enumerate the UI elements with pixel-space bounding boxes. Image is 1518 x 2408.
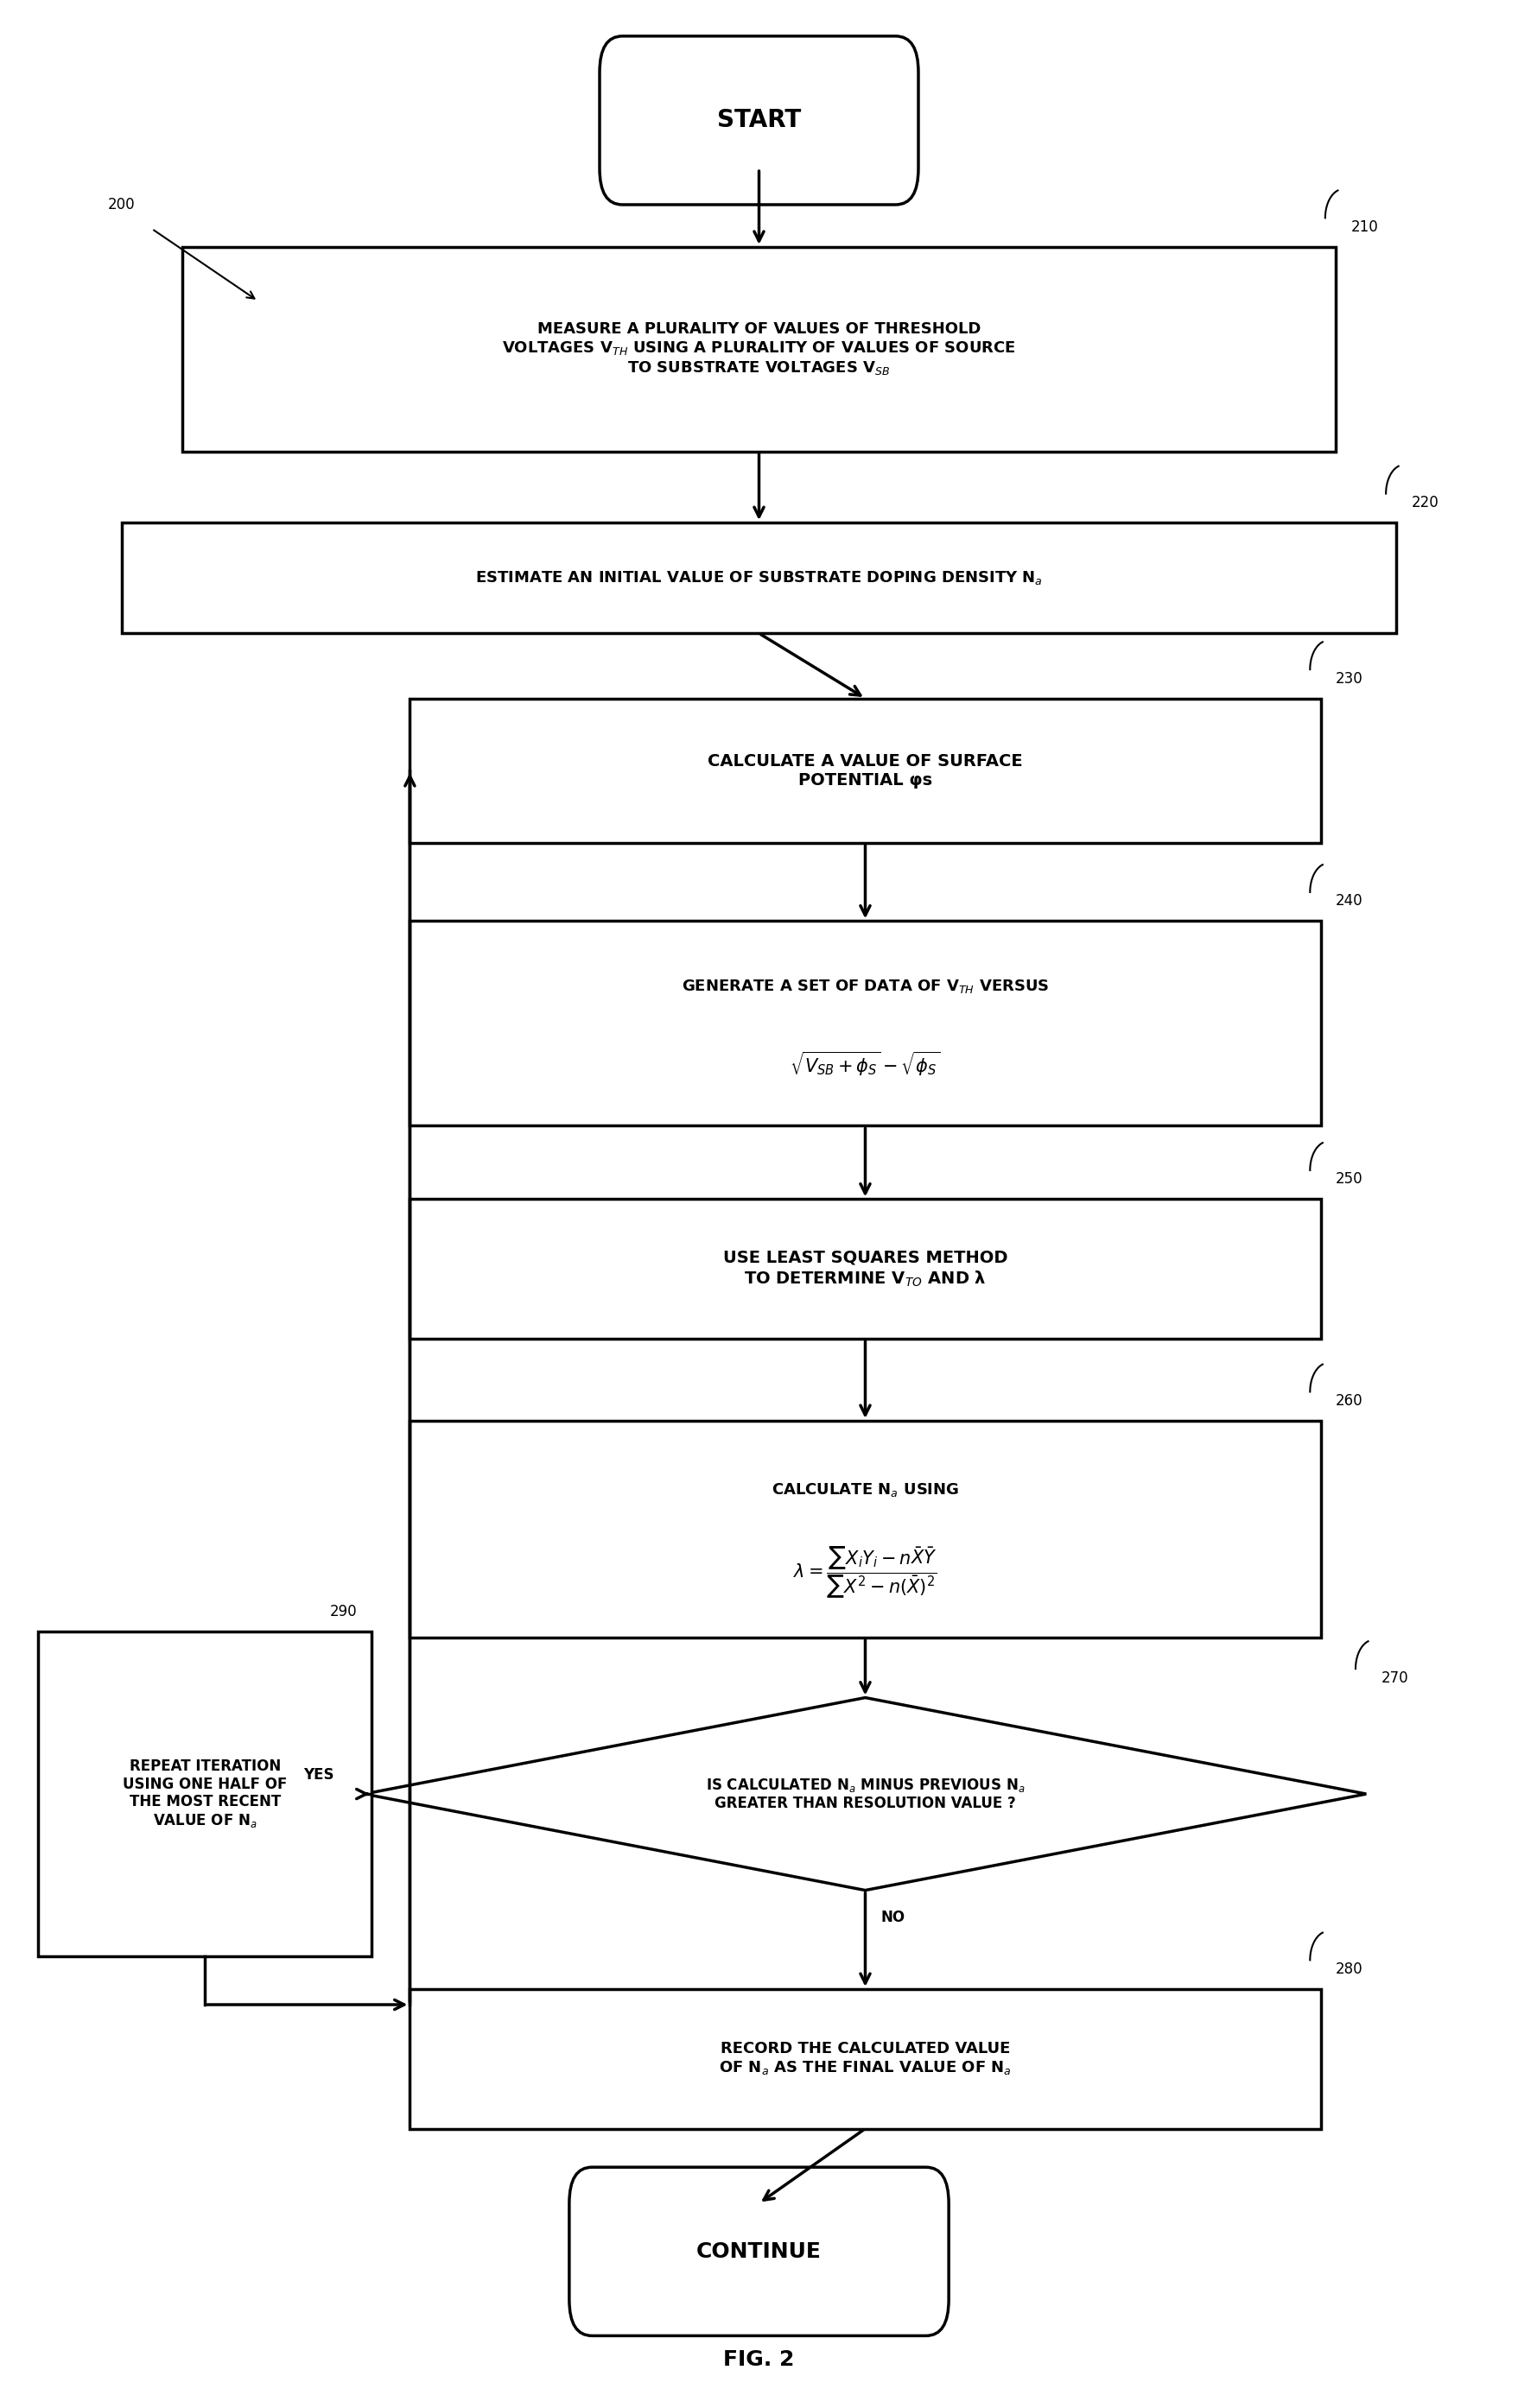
Text: 220: 220 — [1412, 496, 1439, 510]
Text: 250: 250 — [1336, 1173, 1363, 1187]
Text: START: START — [716, 108, 802, 132]
Text: NO: NO — [880, 1910, 905, 1924]
Text: CALCULATE A VALUE OF SURFACE
POTENTIAL φs: CALCULATE A VALUE OF SURFACE POTENTIAL φ… — [707, 754, 1023, 787]
Text: ESTIMATE AN INITIAL VALUE OF SUBSTRATE DOPING DENSITY N$_a$: ESTIMATE AN INITIAL VALUE OF SUBSTRATE D… — [475, 568, 1043, 588]
Text: 260: 260 — [1336, 1394, 1363, 1409]
Text: 200: 200 — [108, 197, 135, 212]
Text: 280: 280 — [1336, 1963, 1363, 1977]
Text: 290: 290 — [329, 1604, 357, 1618]
Text: CALCULATE N$_a$ USING: CALCULATE N$_a$ USING — [771, 1481, 959, 1498]
Bar — [182, 248, 1336, 453]
Text: YES: YES — [304, 1767, 334, 1782]
Text: REPEAT ITERATION
USING ONE HALF OF
THE MOST RECENT
VALUE OF N$_a$: REPEAT ITERATION USING ONE HALF OF THE M… — [123, 1758, 287, 1830]
Text: RECORD THE CALCULATED VALUE
OF N$_a$ AS THE FINAL VALUE OF N$_a$: RECORD THE CALCULATED VALUE OF N$_a$ AS … — [720, 2042, 1011, 2076]
Text: USE LEAST SQUARES METHOD
TO DETERMINE V$_{TO}$ AND λ: USE LEAST SQUARES METHOD TO DETERMINE V$… — [723, 1250, 1008, 1288]
Text: MEASURE A PLURALITY OF VALUES OF THRESHOLD
VOLTAGES V$_{TH}$ USING A PLURALITY O: MEASURE A PLURALITY OF VALUES OF THRESHO… — [502, 323, 1016, 376]
Bar — [410, 1989, 1321, 2129]
Bar — [38, 1633, 372, 1955]
FancyBboxPatch shape — [600, 36, 918, 205]
Text: GENERATE A SET OF DATA OF V$_{TH}$ VERSUS: GENERATE A SET OF DATA OF V$_{TH}$ VERSU… — [682, 978, 1049, 995]
Text: 270: 270 — [1381, 1671, 1409, 1686]
Bar — [121, 523, 1397, 633]
Text: 210: 210 — [1351, 219, 1378, 236]
Bar — [410, 698, 1321, 843]
Polygon shape — [364, 1698, 1366, 1890]
FancyBboxPatch shape — [569, 2167, 949, 2336]
Text: 240: 240 — [1336, 893, 1363, 910]
Text: $\lambda = \dfrac{\sum X_i Y_i - n\bar{X}\bar{Y}}{\sum X^2 - n(\bar{X})^2}$: $\lambda = \dfrac{\sum X_i Y_i - n\bar{X… — [794, 1544, 937, 1601]
Text: CONTINUE: CONTINUE — [697, 2242, 821, 2261]
Text: FIG. 2: FIG. 2 — [724, 2350, 794, 2369]
Bar — [410, 1199, 1321, 1339]
Text: 230: 230 — [1336, 672, 1363, 686]
Text: IS CALCULATED N$_a$ MINUS PREVIOUS N$_a$
GREATER THAN RESOLUTION VALUE ?: IS CALCULATED N$_a$ MINUS PREVIOUS N$_a$… — [706, 1777, 1025, 1811]
Bar — [410, 1421, 1321, 1637]
Bar — [410, 922, 1321, 1127]
Text: $\sqrt{V_{SB} + \phi_S} - \sqrt{\phi_S}$: $\sqrt{V_{SB} + \phi_S} - \sqrt{\phi_S}$ — [789, 1050, 941, 1079]
